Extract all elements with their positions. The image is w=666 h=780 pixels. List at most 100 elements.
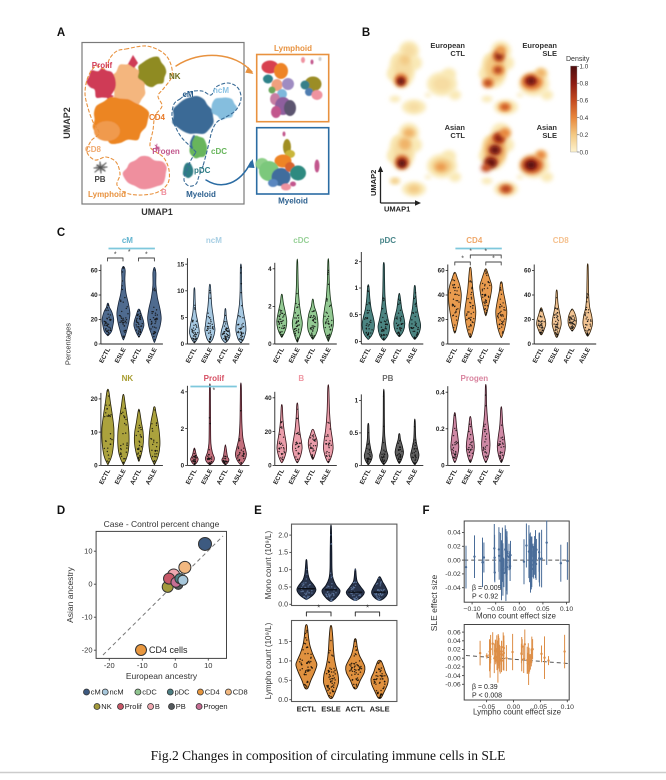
svg-text:SLE effect size: SLE effect size [429, 574, 439, 631]
svg-text:F: F [422, 505, 429, 517]
svg-text:*: * [461, 256, 464, 263]
svg-text:0.4: 0.4 [580, 115, 589, 122]
svg-text:Asian: Asian [537, 123, 558, 132]
svg-text:-20: -20 [82, 646, 93, 655]
svg-text:cM: cM [182, 90, 193, 99]
svg-text:European ancestry: European ancestry [126, 671, 198, 681]
svg-text:0: 0 [441, 463, 445, 470]
svg-text:20: 20 [265, 429, 273, 436]
svg-text:10: 10 [84, 547, 92, 556]
svg-text:Mono count (10⁹/L): Mono count (10⁹/L) [264, 530, 273, 599]
svg-text:0.4: 0.4 [436, 389, 445, 396]
svg-text:1.0: 1.0 [580, 63, 589, 70]
svg-text:20: 20 [91, 396, 99, 403]
svg-text:*: * [492, 256, 495, 263]
svg-text:CD8: CD8 [553, 236, 570, 245]
svg-text:β = 0.39: β = 0.39 [472, 684, 498, 691]
svg-text:ECTL: ECTL [297, 705, 317, 714]
svg-text:0: 0 [268, 463, 272, 470]
svg-text:0: 0 [173, 661, 177, 670]
svg-text:0.00: 0.00 [447, 557, 460, 564]
svg-text:ncM: ncM [206, 236, 222, 245]
svg-text:pDC: pDC [194, 166, 211, 175]
svg-text:ncM: ncM [110, 688, 124, 697]
svg-text:cDC: cDC [211, 147, 227, 156]
svg-text:B: B [362, 27, 370, 39]
svg-text:CD4 cells: CD4 cells [149, 645, 188, 655]
svg-text:Lymphoid: Lymphoid [88, 190, 126, 199]
svg-text:4: 4 [268, 266, 272, 273]
svg-text:0.10: 0.10 [561, 704, 574, 711]
svg-text:-10: -10 [82, 613, 93, 622]
svg-text:10: 10 [204, 661, 212, 670]
svg-text:0.05: 0.05 [536, 606, 549, 613]
svg-text:2: 2 [181, 426, 185, 433]
svg-text:40: 40 [438, 292, 446, 299]
svg-text:0: 0 [527, 341, 531, 348]
svg-text:UMAP2: UMAP2 [369, 170, 378, 196]
svg-text:1: 1 [355, 285, 359, 292]
svg-text:0.0: 0.0 [580, 149, 589, 156]
svg-text:Myeloid: Myeloid [186, 190, 216, 199]
svg-text:European: European [522, 41, 557, 50]
svg-text:Prolif: Prolif [92, 61, 113, 70]
svg-text:SLE: SLE [542, 49, 557, 58]
svg-text:0: 0 [441, 341, 445, 348]
svg-text:0.10: 0.10 [560, 606, 573, 613]
svg-text:0.2: 0.2 [580, 132, 589, 139]
svg-text:UMAP2: UMAP2 [62, 107, 72, 139]
svg-text:40: 40 [91, 292, 99, 299]
svg-text:-0.04: -0.04 [445, 673, 461, 680]
svg-text:Percentages: Percentages [64, 323, 73, 365]
svg-text:0.2: 0.2 [436, 426, 445, 433]
svg-text:pDC: pDC [380, 236, 397, 245]
svg-text:*: * [366, 604, 369, 613]
svg-text:Asian: Asian [445, 123, 466, 132]
svg-text:Progen: Progen [152, 147, 180, 156]
svg-text:-0.04: -0.04 [445, 585, 461, 592]
svg-text:CTL: CTL [450, 49, 465, 58]
svg-text:-0.06: -0.06 [445, 682, 461, 689]
svg-text:0.02: 0.02 [447, 647, 460, 654]
svg-text:Lympho count effect size: Lympho count effect size [473, 708, 562, 717]
svg-text:0.5: 0.5 [349, 430, 358, 437]
svg-text:1.0: 1.0 [278, 567, 288, 574]
svg-text:-10: -10 [137, 661, 148, 670]
svg-text:0.5: 0.5 [278, 584, 288, 591]
svg-text:1.5: 1.5 [278, 550, 288, 557]
svg-text:C: C [57, 227, 65, 239]
svg-text:-0.02: -0.02 [445, 571, 461, 578]
svg-text:UMAP1: UMAP1 [384, 205, 410, 214]
svg-text:20: 20 [524, 317, 532, 324]
svg-text:β = 0.009: β = 0.009 [472, 585, 502, 592]
svg-text:Density: Density [566, 56, 590, 63]
svg-text:Myeloid: Myeloid [278, 197, 308, 206]
svg-text:Asian ancestry: Asian ancestry [65, 566, 75, 622]
svg-text:ACTL: ACTL [345, 705, 365, 714]
svg-text:Prolif: Prolif [125, 702, 143, 711]
svg-text:0.5: 0.5 [278, 678, 288, 685]
svg-text:0.04: 0.04 [447, 530, 460, 537]
svg-text:PB: PB [382, 374, 393, 383]
svg-text:1.0: 1.0 [278, 658, 288, 665]
svg-text:pDC: pDC [175, 688, 191, 697]
svg-text:P < 0.92: P < 0.92 [472, 594, 498, 601]
svg-text:0.8: 0.8 [580, 81, 589, 88]
svg-text:CD4: CD4 [466, 236, 483, 245]
svg-text:E: E [254, 505, 262, 517]
svg-text:0.04: 0.04 [447, 638, 460, 645]
svg-text:0: 0 [181, 341, 185, 348]
svg-text:0.6: 0.6 [580, 98, 589, 105]
svg-text:*: * [128, 249, 131, 256]
svg-text:0.02: 0.02 [447, 544, 460, 551]
svg-text:10: 10 [91, 429, 99, 436]
svg-text:A: A [57, 27, 65, 39]
svg-text:0.05: 0.05 [534, 704, 547, 711]
svg-text:cM: cM [122, 236, 133, 245]
svg-text:ncM: ncM [213, 86, 229, 95]
svg-text:NK: NK [122, 374, 134, 383]
svg-text:European: European [430, 41, 465, 50]
svg-text:0.5: 0.5 [349, 312, 358, 319]
svg-text:Fig.2 Changes in composition o: Fig.2 Changes in composition of circulat… [151, 748, 506, 763]
svg-text:CD4: CD4 [205, 688, 220, 697]
